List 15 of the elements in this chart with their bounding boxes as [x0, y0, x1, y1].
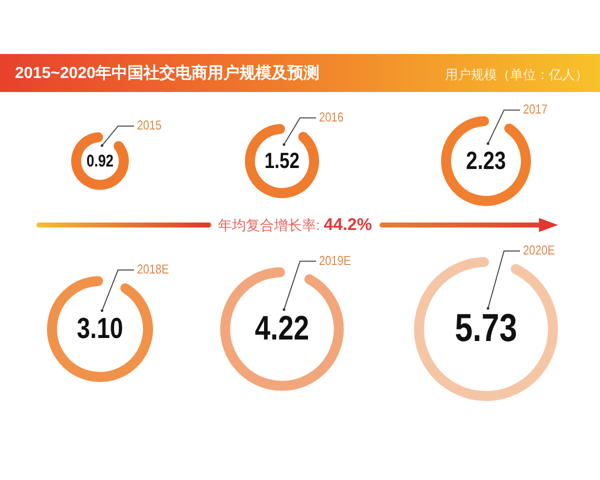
data-label: 3.10 — [76, 312, 124, 345]
data-label: 5.73 — [454, 306, 518, 350]
text: 用户规模（单位：亿人） — [445, 66, 588, 84]
category-label: 2015 — [137, 118, 162, 133]
data-label: 2.23 — [466, 146, 506, 174]
category-label: 2017 — [523, 102, 548, 117]
text: 年均复合增长率: 44.2% — [218, 215, 372, 234]
category-label: 2016 — [319, 110, 344, 125]
data-label: 4.22 — [254, 308, 310, 348]
category-label: 2019E — [319, 252, 351, 268]
category-label: 2018E — [137, 262, 169, 277]
text: 2015~2020年中国社交电商用户规模及预测 — [15, 63, 320, 84]
data-label: 0.92 — [86, 152, 114, 172]
category-label: 2020E — [523, 242, 555, 258]
data-label: 1.52 — [264, 149, 300, 174]
